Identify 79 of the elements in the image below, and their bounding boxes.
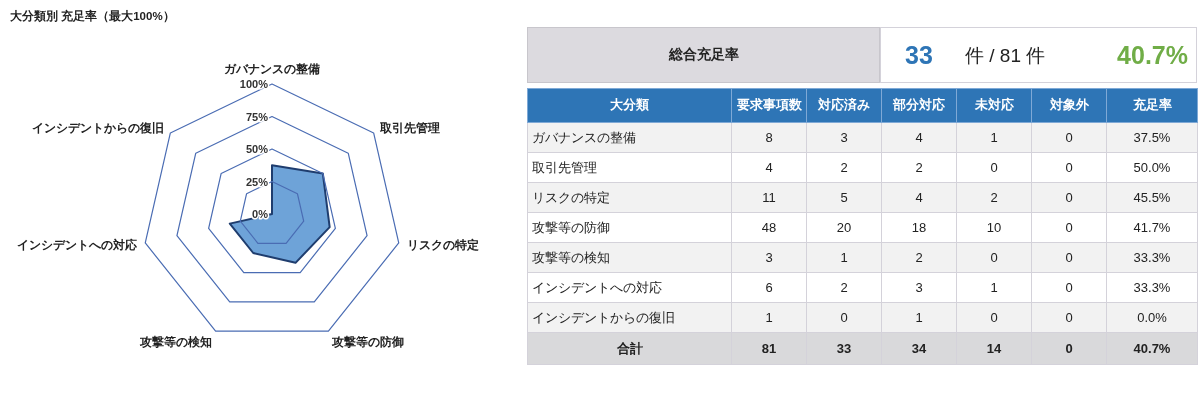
- data-label: 45.5%: [1106, 182, 1198, 213]
- data-label: 0: [1031, 272, 1107, 303]
- data-label: 0: [1031, 212, 1107, 243]
- data-label: 3: [881, 272, 957, 303]
- data-label: 40.7%: [1106, 332, 1198, 365]
- text: 40.7%: [1117, 40, 1188, 69]
- chart-title: 大分類別 充足率（最大100%）: [10, 9, 175, 23]
- data-label: 33.3%: [1106, 272, 1198, 303]
- data-label: 81: [731, 332, 807, 365]
- data-label: 1: [806, 242, 882, 273]
- data-label: 4: [731, 152, 807, 183]
- data-label: 48: [731, 212, 807, 243]
- category-label: インシデントへの対応: [527, 272, 732, 303]
- spoke-label: 攻撃等の防御: [330, 335, 404, 350]
- series-label: 対象外: [1031, 88, 1107, 123]
- text: 件 / 81 件: [965, 44, 1046, 66]
- data-label: 18: [881, 212, 957, 243]
- data-label: 50.0%: [1106, 152, 1198, 183]
- data-label: 20: [806, 212, 882, 243]
- spoke-label: リスクの特定: [406, 237, 479, 252]
- data-label: 37.5%: [1106, 122, 1198, 153]
- y-tick-label: 25%: [245, 175, 268, 188]
- spoke-label: インシデントからの復旧: [32, 120, 165, 135]
- data-label: 11: [731, 182, 807, 213]
- data-label: 4: [881, 182, 957, 213]
- spoke-label: ガバナンスの整備: [224, 62, 320, 76]
- series-label: 充足率: [1106, 88, 1198, 123]
- category-label: ガバナンスの整備: [527, 122, 732, 153]
- y-tick-label: 50%: [245, 143, 268, 155]
- data-label: 0.0%: [1106, 302, 1198, 333]
- data-label: 41.7%: [1106, 212, 1198, 243]
- category-label: インシデントからの復旧: [527, 302, 732, 333]
- data-label: 33: [806, 332, 882, 365]
- data-label: 1: [956, 122, 1032, 153]
- series-label: 対応済み: [806, 88, 882, 123]
- spoke-label: 取引先管理: [378, 120, 440, 135]
- data-label: 1: [731, 302, 807, 333]
- category-label: 合計: [527, 332, 732, 365]
- text: 大分類: [527, 88, 732, 123]
- data-label: 14: [956, 332, 1032, 365]
- data-label: 0: [806, 302, 882, 333]
- data-label: 0: [956, 152, 1032, 183]
- text: 総合充足率: [668, 46, 739, 64]
- data-label: 0: [956, 302, 1032, 333]
- data-label: 0: [1031, 122, 1107, 153]
- category-label: 攻撃等の防御: [527, 212, 732, 243]
- data-label: 0: [1031, 182, 1107, 213]
- data-label: 2: [956, 182, 1032, 213]
- y-tick-label: 75%: [245, 110, 268, 123]
- data-label: 4: [881, 122, 957, 153]
- category-label: 取引先管理: [527, 152, 732, 183]
- text: 33: [905, 40, 933, 69]
- data-label: 6: [731, 272, 807, 303]
- series-label: 未対応: [956, 88, 1032, 123]
- series-label: 部分対応: [881, 88, 957, 123]
- data-label: 0: [1031, 302, 1107, 333]
- data-label: 0: [1031, 242, 1107, 273]
- data-label: 2: [881, 242, 957, 273]
- series-label: 要求事項数: [731, 88, 807, 123]
- spoke-label: インシデントへの対応: [17, 237, 138, 252]
- data-label: 0: [956, 242, 1032, 273]
- data-label: 2: [806, 152, 882, 183]
- data-label: 34: [881, 332, 957, 365]
- data-label: 33.3%: [1106, 242, 1198, 273]
- data-label: 3: [731, 242, 807, 273]
- spoke-label: 攻撃等の検知: [139, 335, 213, 350]
- data-label: 0: [1031, 332, 1107, 365]
- data-label: 1: [881, 302, 957, 333]
- data-label: 1: [956, 272, 1032, 303]
- data-label: 8: [731, 122, 807, 153]
- data-label: 5: [806, 182, 882, 213]
- category-label: リスクの特定: [527, 182, 732, 213]
- data-label: 2: [881, 152, 957, 183]
- data-label: 10: [956, 212, 1032, 243]
- y-tick-label: 100%: [239, 78, 268, 90]
- category-label: 攻撃等の検知: [527, 242, 732, 273]
- data-label: 0: [1031, 152, 1107, 183]
- data-label: 3: [806, 122, 882, 153]
- data-label: 2: [806, 272, 882, 303]
